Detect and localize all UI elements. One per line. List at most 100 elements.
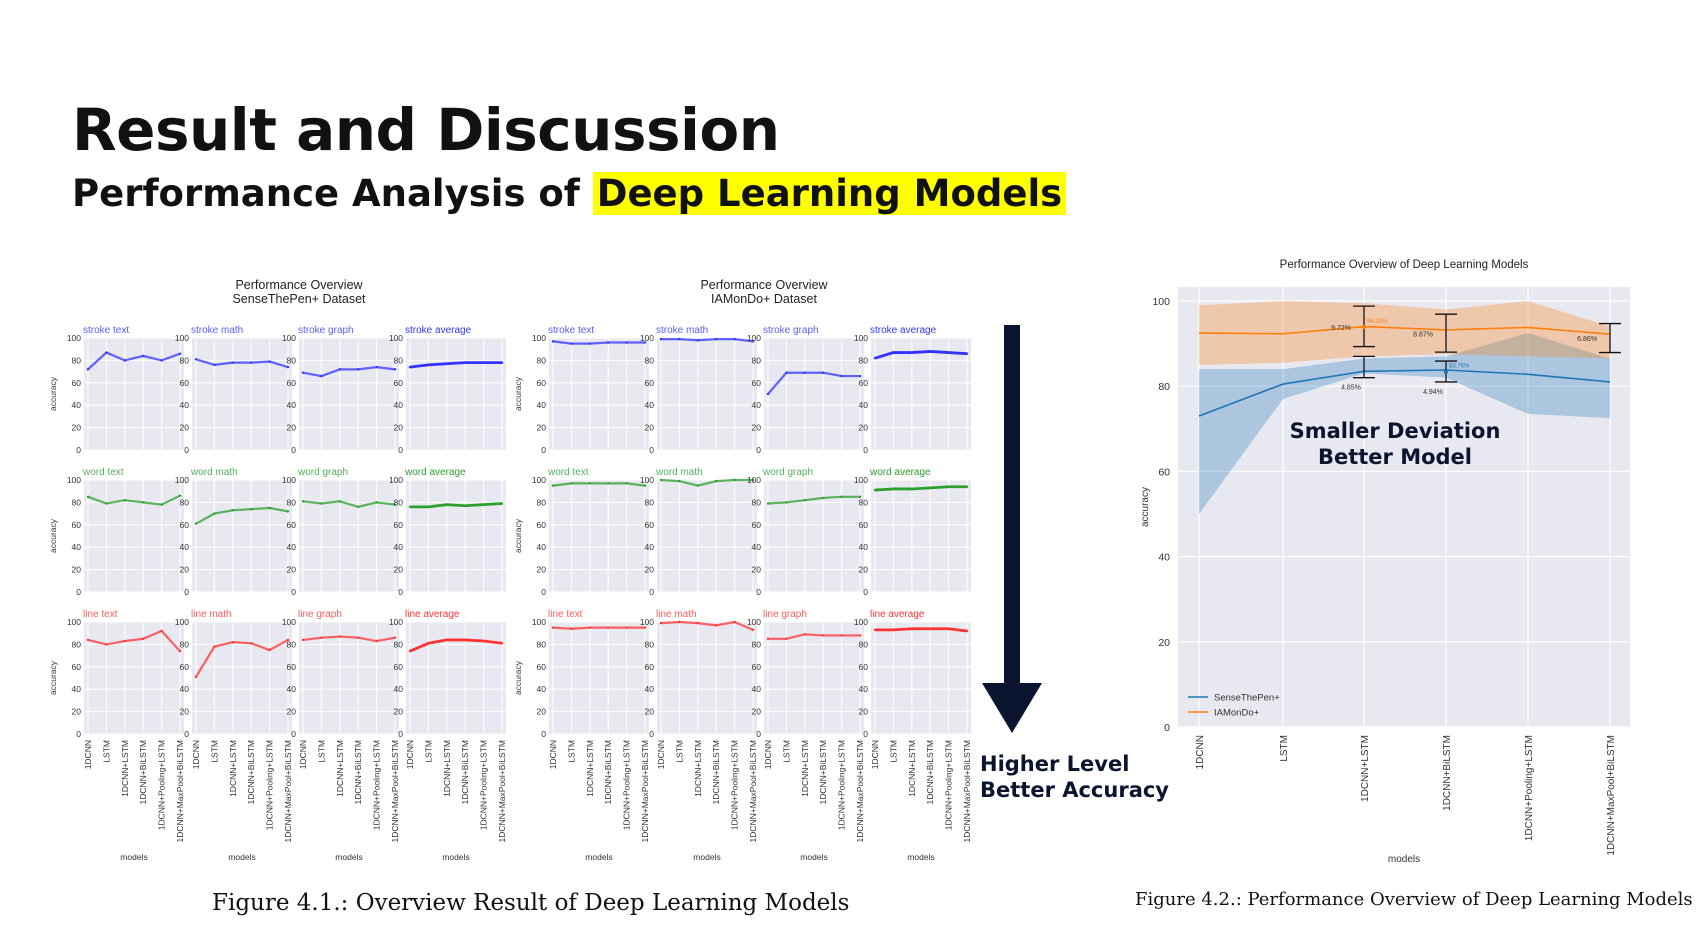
y-tick-label: 20 — [180, 707, 190, 717]
y-tick-label: 0 — [541, 587, 546, 597]
y-tick-label: 100 — [282, 617, 296, 627]
x-tick-label: LSTM — [209, 740, 219, 763]
x-tick-label: 1DCNN+Pooling+LSTM — [265, 740, 275, 830]
y-tick-label: 60 — [752, 378, 762, 388]
data-point — [357, 636, 360, 639]
errorbar: 9.72% 94.22% — [1331, 305, 1388, 348]
data-point — [715, 337, 718, 341]
y-tick-label: 100 — [282, 475, 296, 485]
series-line-stroke-average — [409, 361, 502, 369]
y-tick-label: 100 — [747, 475, 761, 485]
peak-marker — [1443, 369, 1449, 374]
x-tick-label: 1DCNN+MaxPool+BiLSTM — [175, 740, 185, 843]
data-point — [785, 501, 788, 504]
errorbar-label: 9.72% — [1331, 325, 1351, 332]
data-point — [408, 505, 412, 509]
x-tick-label: 1DCNN+BiLSTM — [138, 740, 148, 804]
y-tick-label: 20 — [859, 423, 869, 433]
y-tick-label: 60 — [859, 520, 869, 530]
y-axis-label: accuracy — [1140, 487, 1151, 527]
x-tick-label: 1DCNN+BiLSTM — [460, 740, 470, 804]
y-tick-label: 80 — [752, 639, 762, 649]
data-point — [142, 354, 145, 358]
data-point — [250, 642, 253, 645]
data-point — [751, 628, 755, 632]
y-tick-label: 100 — [1152, 296, 1170, 308]
panel-background — [84, 338, 184, 450]
data-point — [123, 639, 127, 643]
data-point — [751, 340, 755, 343]
panel-background — [192, 480, 292, 592]
data-point — [551, 340, 555, 343]
y-tick-label: 80 — [394, 497, 404, 507]
y-tick-label: 20 — [287, 707, 297, 717]
data-point — [357, 505, 360, 509]
y-tick-label: 80 — [537, 639, 547, 649]
data-point — [785, 371, 788, 374]
x-tick-label: 1DCNN+MaxPool+BiLSTM — [497, 740, 507, 843]
panel-background — [764, 338, 864, 450]
y-tick-label: 80 — [1158, 381, 1170, 393]
x-tick-label: 1DCNN+LSTM — [585, 740, 595, 797]
x-tick-label: 1DCNN — [405, 740, 415, 769]
data-point — [338, 368, 341, 371]
data-point — [659, 621, 663, 625]
data-point — [213, 363, 216, 367]
series-line-stroke-average — [874, 350, 968, 360]
panel-background — [549, 338, 649, 450]
y-tick-label: 60 — [180, 378, 190, 388]
y-tick-label: 0 — [398, 729, 403, 739]
y-tick-label: 20 — [180, 423, 190, 433]
panel-title: stroke math — [191, 325, 243, 336]
figure-title-line-2: IAMonDo+ Dataset — [711, 292, 817, 306]
data-point — [123, 498, 127, 502]
data-point — [625, 482, 628, 485]
data-point — [231, 640, 234, 644]
x-tick-label: 1DCNN+MaxPool+BiLSTM — [1606, 735, 1617, 856]
panel-title: stroke graph — [763, 325, 819, 336]
y-tick-label: 40 — [859, 542, 869, 552]
deviation-note-line-1: Smaller Deviation — [1289, 419, 1501, 443]
x-tick-label: 1DCNN+Pooling+LSTM — [944, 740, 954, 830]
x-tick-label: LSTM — [316, 740, 326, 763]
panel-title: word text — [82, 467, 124, 478]
panel-background — [871, 622, 971, 734]
x-tick-label: 1DCNN+MaxPool+BiLSTM — [748, 740, 758, 843]
data-point — [766, 637, 770, 640]
y-tick-label: 100 — [640, 617, 654, 627]
panel-background — [871, 480, 971, 592]
data-point — [929, 350, 932, 353]
series-line-sensethepen — [1198, 369, 1611, 417]
data-point — [910, 627, 913, 630]
data-point — [696, 621, 699, 625]
chart-title: Performance Overview of Deep Learning Mo… — [1280, 259, 1529, 271]
data-point — [464, 638, 467, 642]
data-point — [464, 361, 467, 364]
y-tick-label: 20 — [394, 707, 404, 717]
data-point — [464, 504, 467, 507]
data-point — [678, 479, 681, 483]
x-axis-label: models — [228, 852, 255, 862]
data-point — [965, 629, 969, 633]
data-point — [142, 637, 145, 640]
data-point — [551, 626, 555, 629]
x-axis-label: models — [335, 852, 362, 862]
data-point — [105, 643, 108, 646]
y-tick-label: 60 — [72, 378, 82, 388]
data-point — [892, 628, 895, 632]
data-point — [822, 634, 825, 637]
data-point — [427, 505, 430, 509]
y-tick-label: 40 — [287, 684, 297, 694]
data-point — [375, 639, 378, 643]
panel-title: line math — [656, 609, 697, 620]
y-tick-label: 80 — [752, 497, 762, 507]
y-tick-label: 80 — [394, 355, 404, 365]
panel-background — [192, 622, 292, 734]
panel-background — [84, 480, 184, 592]
y-tick-label: 40 — [752, 400, 762, 410]
